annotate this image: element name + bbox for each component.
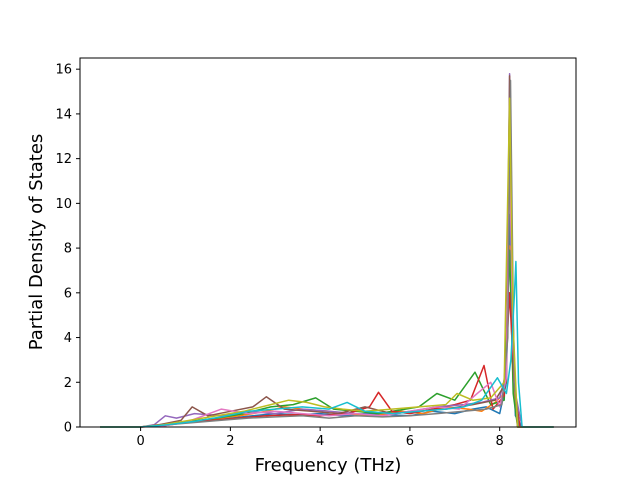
y-tick-label: 0 — [64, 421, 72, 436]
x-axis-label: Frequency (THz) — [255, 455, 402, 476]
y-tick-label: 4 — [64, 331, 72, 346]
x-tick-label: 2 — [226, 434, 234, 449]
series-line-7 — [100, 157, 554, 428]
series-line-9 — [100, 97, 554, 428]
y-ticks: 0 2 4 6 8 10 12 14 16 — [55, 63, 80, 436]
series-line-10 — [100, 260, 554, 428]
y-axis-label: Partial Density of States — [26, 134, 47, 351]
series-line-8 — [100, 79, 554, 428]
y-tick-label: 6 — [64, 286, 72, 301]
series-layer — [100, 72, 554, 428]
x-tick-label: 6 — [406, 434, 414, 449]
y-tick-label: 2 — [64, 376, 72, 391]
x-tick-label: 4 — [316, 434, 324, 449]
y-tick-label: 10 — [55, 197, 72, 212]
x-tick-label: 0 — [136, 434, 144, 449]
y-tick-label: 12 — [55, 152, 72, 167]
axes-frame — [79, 57, 577, 428]
x-tick-label: 8 — [496, 434, 504, 449]
y-tick-label: 16 — [55, 63, 72, 78]
series-line-3 — [100, 249, 554, 428]
series-line-2 — [100, 245, 554, 428]
y-tick-label: 8 — [64, 242, 72, 257]
y-tick-label: 14 — [55, 107, 72, 122]
x-ticks: 0 2 4 6 8 — [136, 427, 504, 449]
